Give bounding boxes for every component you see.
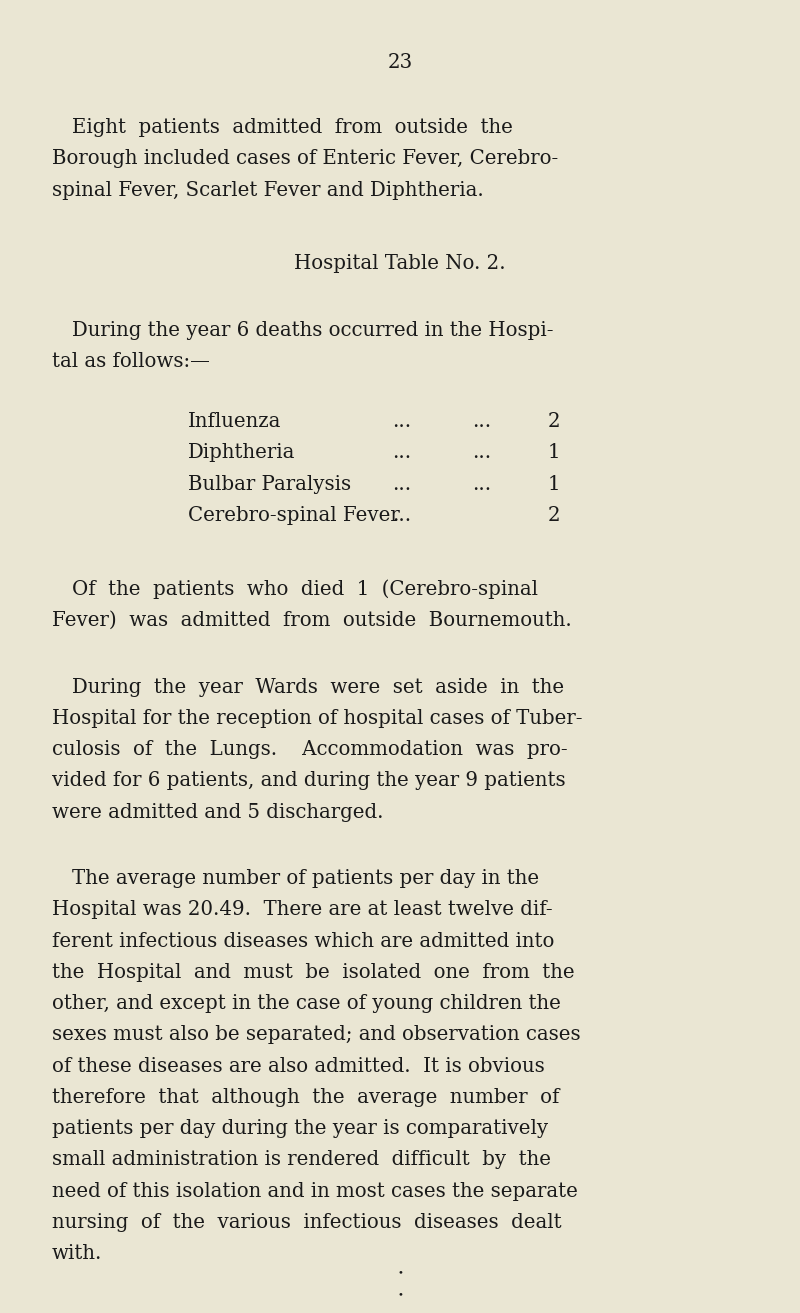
Text: ferent infectious diseases which are admitted into: ferent infectious diseases which are adm… [52,932,554,951]
Text: tal as follows:—: tal as follows:— [52,352,210,372]
Text: other, and except in the case of young children the: other, and except in the case of young c… [52,994,561,1014]
Text: Of  the  patients  who  died  1  (Cerebro-spinal: Of the patients who died 1 (Cerebro-spin… [72,579,538,599]
Text: the  Hospital  and  must  be  isolated  one  from  the: the Hospital and must be isolated one fr… [52,962,574,982]
Text: small administration is rendered  difficult  by  the: small administration is rendered difficu… [52,1150,551,1170]
Text: Hospital for the reception of hospital cases of Tuber-: Hospital for the reception of hospital c… [52,709,582,727]
Text: Diphtheria: Diphtheria [188,444,295,462]
Text: 2: 2 [548,412,561,431]
Text: ...: ... [392,444,411,462]
Text: patients per day during the year is comparatively: patients per day during the year is comp… [52,1119,548,1138]
Text: therefore  that  although  the  average  number  of: therefore that although the average numb… [52,1088,559,1107]
Text: with.: with. [52,1245,102,1263]
Text: •: • [397,1291,403,1300]
Text: During the year 6 deaths occurred in the Hospi-: During the year 6 deaths occurred in the… [72,322,554,340]
Text: 1: 1 [548,444,561,462]
Text: Influenza: Influenza [188,412,282,431]
Text: ...: ... [472,444,491,462]
Text: ...: ... [472,412,491,431]
Text: Hospital Table No. 2.: Hospital Table No. 2. [294,255,506,273]
Text: The average number of patients per day in the: The average number of patients per day i… [72,869,539,888]
Text: Bulbar Paralysis: Bulbar Paralysis [188,474,351,494]
Text: Eight  patients  admitted  from  outside  the: Eight patients admitted from outside the [72,118,513,137]
Text: ...: ... [392,474,411,494]
Text: vided for 6 patients, and during the year 9 patients: vided for 6 patients, and during the yea… [52,771,566,790]
Text: Hospital was 20.49.  There are at least twelve dif-: Hospital was 20.49. There are at least t… [52,901,553,919]
Text: ...: ... [392,412,411,431]
Text: spinal Fever, Scarlet Fever and Diphtheria.: spinal Fever, Scarlet Fever and Diphther… [52,181,484,200]
Text: sexes must also be separated; and observation cases: sexes must also be separated; and observ… [52,1025,581,1044]
Text: Cerebro-spinal Fever: Cerebro-spinal Fever [188,506,400,525]
Text: of these diseases are also admitted.  It is obvious: of these diseases are also admitted. It … [52,1057,545,1075]
Text: 2: 2 [548,506,561,525]
Text: culosis  of  the  Lungs.    Accommodation  was  pro-: culosis of the Lungs. Accommodation was … [52,741,568,759]
Text: need of this isolation and in most cases the separate: need of this isolation and in most cases… [52,1182,578,1200]
Text: 1: 1 [548,474,561,494]
Text: were admitted and 5 discharged.: were admitted and 5 discharged. [52,802,383,822]
Text: 23: 23 [387,53,413,71]
Text: During  the  year  Wards  were  set  aside  in  the: During the year Wards were set aside in … [72,678,564,696]
Text: ...: ... [472,474,491,494]
Text: Borough included cases of Enteric Fever, Cerebro-: Borough included cases of Enteric Fever,… [52,150,558,168]
Text: nursing  of  the  various  infectious  diseases  dealt: nursing of the various infectious diseas… [52,1213,562,1232]
Text: ...: ... [392,506,411,525]
Text: Fever)  was  admitted  from  outside  Bournemouth.: Fever) was admitted from outside Bournem… [52,611,572,630]
Text: •: • [397,1268,403,1278]
